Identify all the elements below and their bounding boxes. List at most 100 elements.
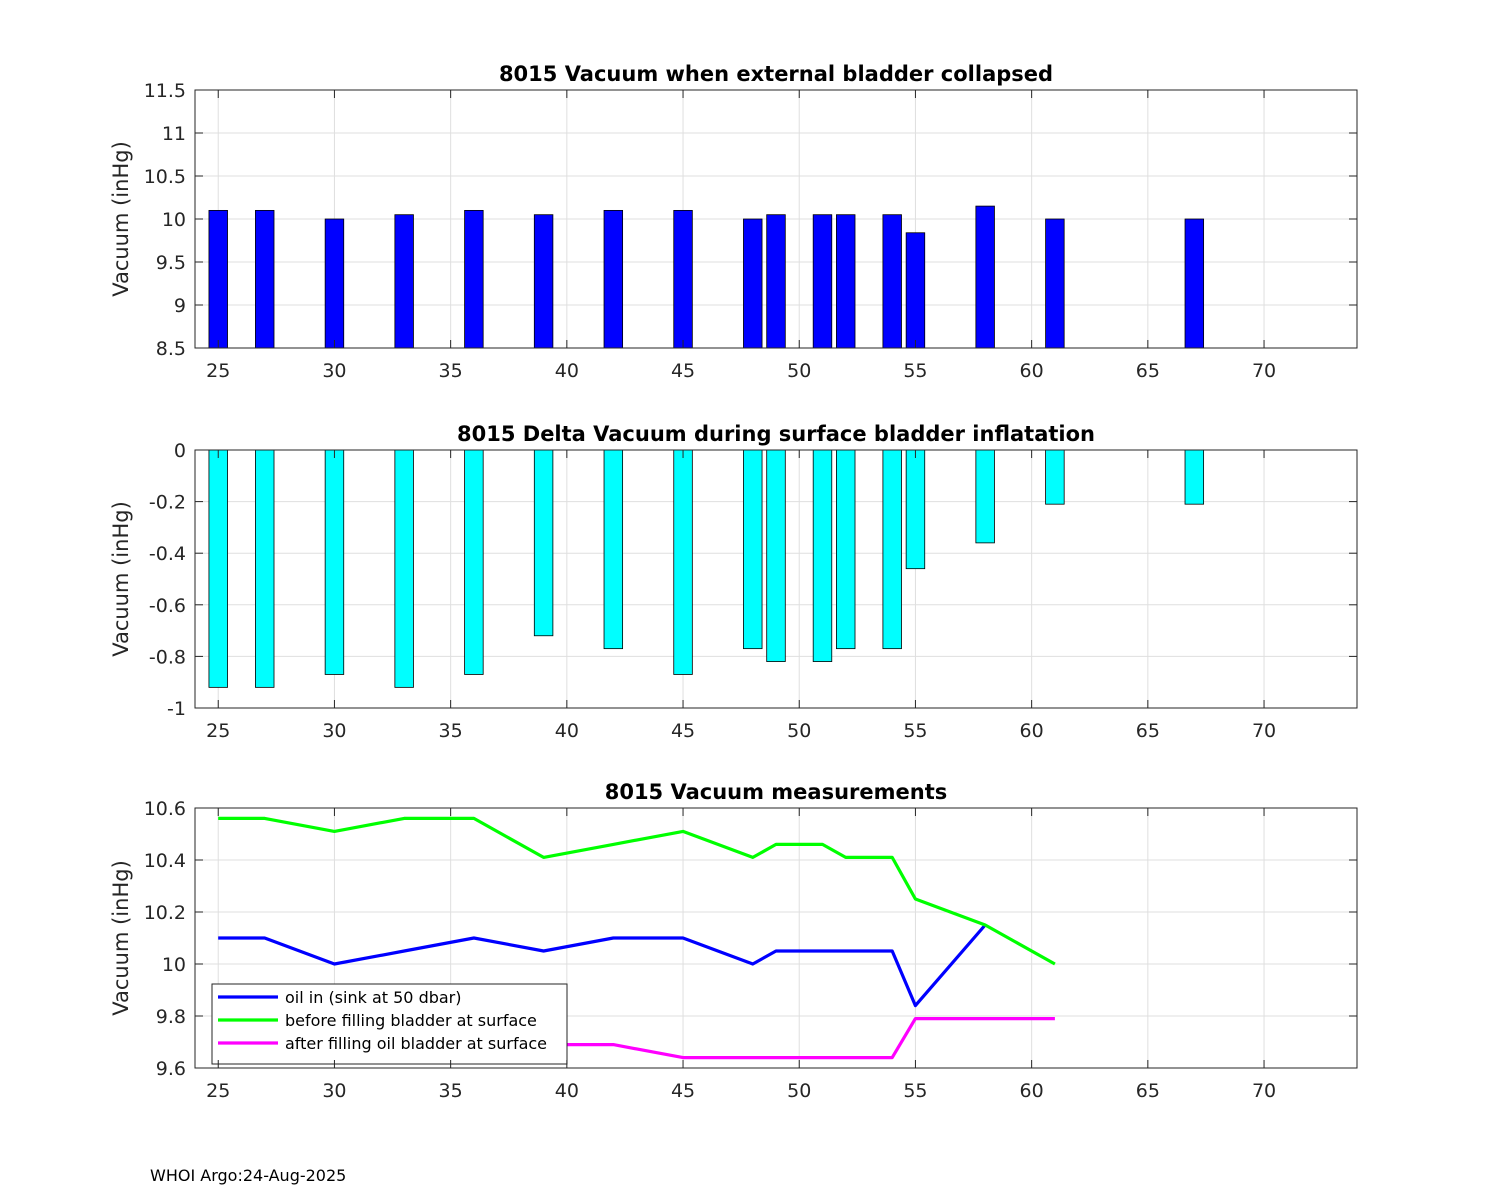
bar <box>464 449 484 675</box>
bar <box>255 449 275 688</box>
y-tick-label: 9.6 <box>156 1058 186 1080</box>
x-tick-label: 65 <box>1136 360 1160 382</box>
x-tick-label: 70 <box>1252 1080 1276 1102</box>
bar <box>882 214 902 349</box>
x-tick-label: 45 <box>671 1080 695 1102</box>
x-tick-label: 55 <box>903 1080 927 1102</box>
y-tick-label: 9.5 <box>156 252 186 274</box>
axes-frame <box>194 449 1358 709</box>
bar <box>324 449 345 675</box>
bar <box>464 209 484 349</box>
bar <box>394 214 414 349</box>
x-tick-label: 60 <box>1020 720 1044 742</box>
bar <box>533 449 554 637</box>
y-axis-label: Vacuum (inHg) <box>109 860 133 1016</box>
y-tick-label: 11 <box>162 123 186 145</box>
x-tick-label: 40 <box>555 720 579 742</box>
x-tick-label: 55 <box>903 360 927 382</box>
y-tick-label: 11.5 <box>144 80 186 102</box>
bar <box>882 449 902 650</box>
y-tick-label: 10 <box>162 209 186 231</box>
bar <box>975 449 995 544</box>
y-tick-label: 10 <box>162 954 186 976</box>
x-tick-label: 40 <box>555 1080 579 1102</box>
legend-label: oil in (sink at 50 dbar) <box>285 988 462 1007</box>
legend-label: before filling bladder at surface <box>285 1011 537 1030</box>
footer-stamp: WHOI Argo:24-Aug-2025 <box>150 1166 347 1185</box>
x-tick-label: 25 <box>206 360 230 382</box>
x-tick-label: 50 <box>787 360 811 382</box>
bar <box>905 449 926 570</box>
bar <box>673 449 693 675</box>
x-tick-label: 40 <box>555 360 579 382</box>
chart-title: 8015 Vacuum measurements <box>605 780 948 804</box>
x-tick-label: 60 <box>1020 1080 1044 1102</box>
axes-frame <box>194 807 1358 1069</box>
series-line-2 <box>218 816 1056 966</box>
x-tick-label: 70 <box>1252 360 1276 382</box>
x-tick-label: 70 <box>1252 720 1276 742</box>
x-tick-label: 30 <box>322 360 346 382</box>
x-tick-label: 30 <box>322 720 346 742</box>
x-tick-label: 25 <box>206 720 230 742</box>
y-tick-label: 10.6 <box>144 798 186 820</box>
chart-panel-1: 25 30 35 40 45 50 55 60 65 70 8.5 9 9.5 10 10.5 11 11.5 8… <box>109 62 1358 382</box>
bar <box>533 214 554 349</box>
y-tick-label: 9.8 <box>156 1006 186 1028</box>
chart-panel-3: oil in (sink at 50 dbar) before filling b… <box>109 780 1358 1102</box>
y-tick-label: -0.8 <box>149 646 186 668</box>
x-tick-label: 35 <box>439 720 463 742</box>
bar <box>905 232 926 349</box>
y-tick-label: 10.4 <box>144 850 186 872</box>
bar <box>603 209 624 349</box>
bar <box>1045 218 1065 349</box>
bar <box>394 449 414 688</box>
chart-title: 8015 Delta Vacuum during surface bladder… <box>457 422 1095 446</box>
bar <box>1184 218 1205 349</box>
x-tick-label: 35 <box>439 360 463 382</box>
bar <box>975 205 995 349</box>
y-axis-label: Vacuum (inHg) <box>109 501 133 657</box>
chart-title: 8015 Vacuum when external bladder collap… <box>499 62 1053 86</box>
y-tick-label: -0.2 <box>149 492 186 514</box>
bar <box>836 214 856 349</box>
y-tick-label: 8.5 <box>156 338 186 360</box>
bar <box>766 214 786 349</box>
x-tick-label: 50 <box>787 720 811 742</box>
y-axis-label: Vacuum (inHg) <box>109 141 133 297</box>
x-tick-label: 65 <box>1136 720 1160 742</box>
x-tick-label: 25 <box>206 1080 230 1102</box>
x-tick-label: 60 <box>1020 360 1044 382</box>
x-tick-label: 30 <box>322 1080 346 1102</box>
x-tick-label: 45 <box>671 720 695 742</box>
y-tick-label: -1 <box>167 698 186 720</box>
bar <box>743 218 763 349</box>
bar <box>255 209 275 349</box>
x-tick-label: 65 <box>1136 1080 1160 1102</box>
bar <box>743 449 763 650</box>
legend-label: after filling oil bladder at surface <box>285 1034 547 1053</box>
x-tick-label: 35 <box>439 1080 463 1102</box>
y-tick-label: 10.5 <box>144 166 186 188</box>
bar <box>673 209 693 349</box>
y-tick-label: -0.6 <box>149 595 186 617</box>
y-tick-label: 9 <box>174 295 186 317</box>
bar <box>812 449 833 662</box>
bar <box>836 449 856 650</box>
x-tick-label: 45 <box>671 360 695 382</box>
bar <box>208 209 228 349</box>
y-tick-label: -0.4 <box>149 543 186 565</box>
bar <box>208 449 228 688</box>
y-tick-label: 10.2 <box>144 902 186 924</box>
bar <box>766 449 786 662</box>
x-tick-label: 50 <box>787 1080 811 1102</box>
bar <box>1045 449 1065 505</box>
x-tick-label: 55 <box>903 720 927 742</box>
chart-panel-2: 25 30 35 40 45 50 55 60 65 70 -1 -0.8 -0.6 -0.4 -0.2 0 8… <box>109 422 1358 742</box>
bar <box>603 449 624 650</box>
bar <box>812 214 833 349</box>
legend: oil in (sink at 50 dbar) before filling b… <box>211 983 568 1065</box>
series-line-1 <box>218 923 987 1008</box>
bar <box>324 218 345 349</box>
